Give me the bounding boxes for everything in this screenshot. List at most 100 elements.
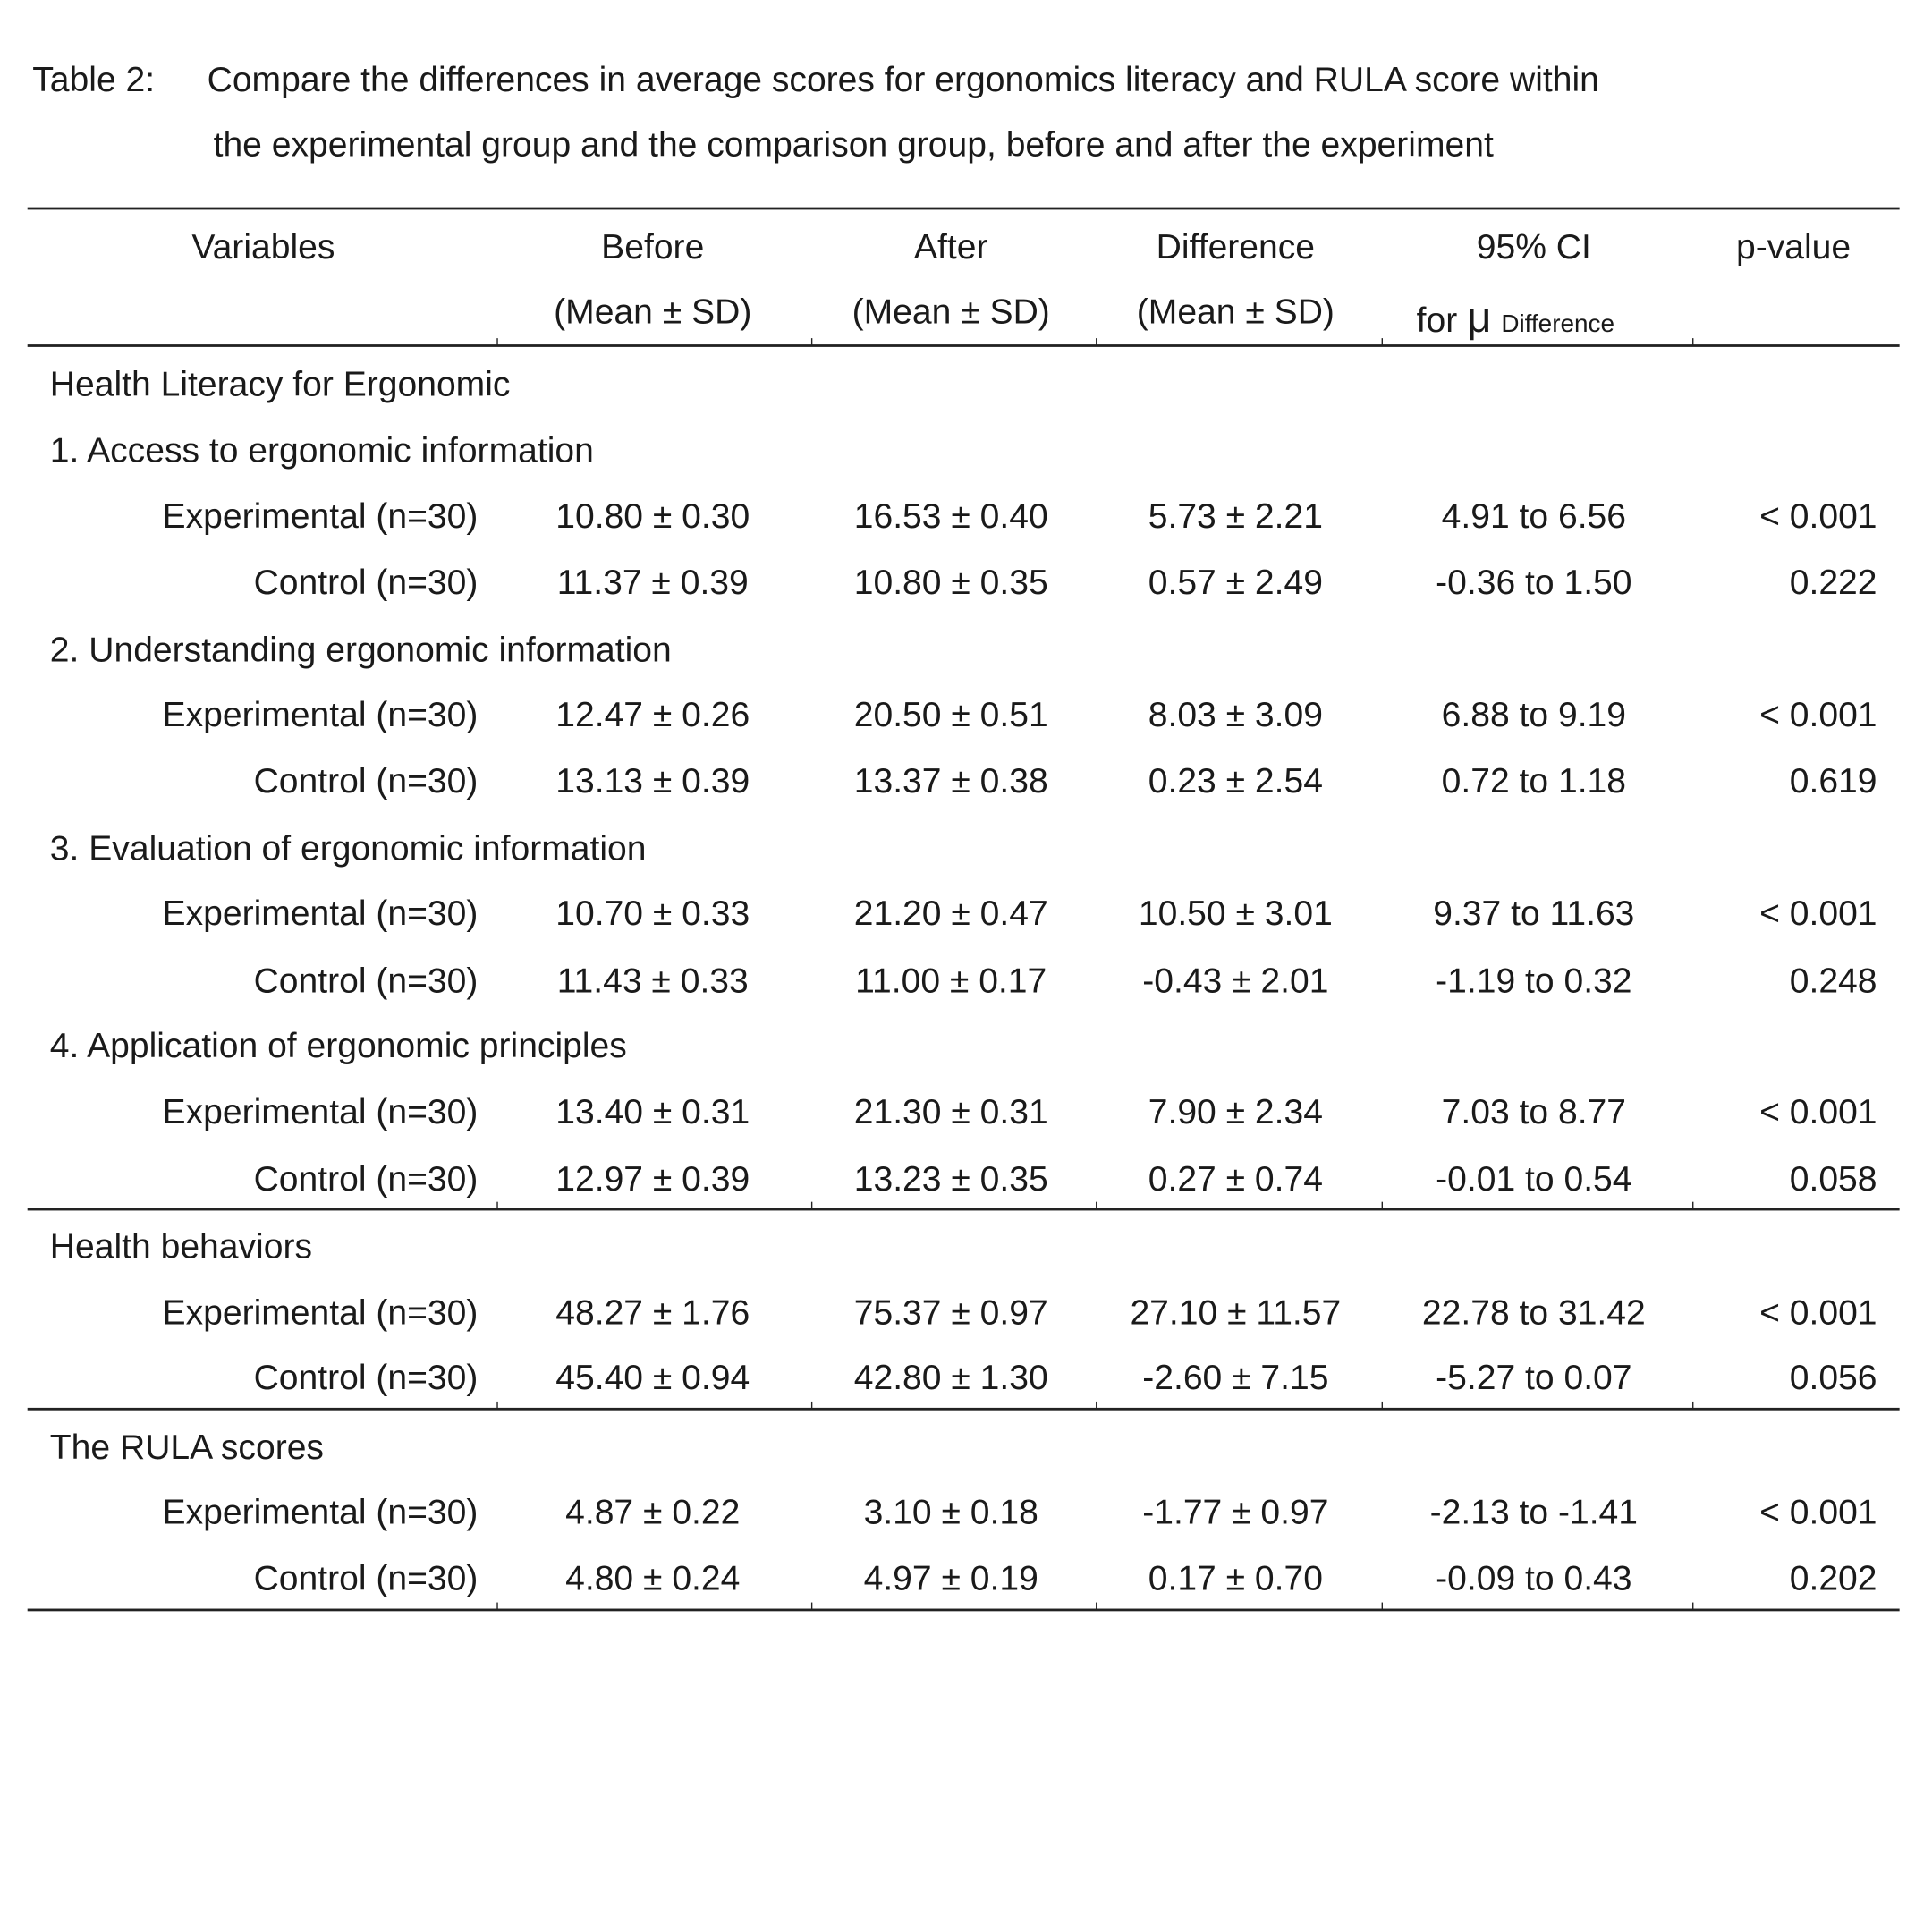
cell-pvalue: 0.058 xyxy=(1789,1159,1877,1199)
cell-difference: 27.10 ± 11.57 xyxy=(1130,1292,1342,1332)
cell-ci: -0.36 to 1.50 xyxy=(1436,563,1632,602)
column-separator-tick xyxy=(810,1201,813,1210)
cell-ci: 7.03 to 8.77 xyxy=(1441,1091,1627,1131)
column-separator-tick xyxy=(496,1201,498,1210)
column-separator-tick xyxy=(1381,1201,1383,1210)
row-label: Control (n=30) xyxy=(253,761,479,801)
row-label: Control (n=30) xyxy=(253,1159,479,1199)
cell-ci: -5.27 to 0.07 xyxy=(1436,1358,1632,1397)
cell-difference: 8.03 ± 3.09 xyxy=(1148,695,1323,734)
section-label: 2. Understanding ergonomic information xyxy=(49,630,672,669)
section-rule xyxy=(27,1407,1900,1411)
cell-difference: 0.17 ± 0.70 xyxy=(1148,1558,1323,1597)
cell-after: 13.37 ± 0.38 xyxy=(853,761,1048,801)
cell-before: 10.70 ± 0.33 xyxy=(555,894,750,933)
column-separator-tick xyxy=(1096,1602,1097,1610)
cell-before: 11.43 ± 0.33 xyxy=(556,961,749,1000)
row-label: Control (n=30) xyxy=(253,961,479,1000)
cell-pvalue: 0.248 xyxy=(1789,961,1877,1000)
cell-pvalue: 0.222 xyxy=(1789,563,1877,602)
cell-before: 4.87 ± 0.22 xyxy=(565,1492,741,1532)
cell-after: 11.00 ± 0.17 xyxy=(855,961,1047,1000)
cell-difference: 10.50 ± 3.01 xyxy=(1138,894,1333,933)
row-label: Experimental (n=30) xyxy=(162,1492,479,1532)
header-after: After xyxy=(913,226,988,267)
section-label: 1. Access to ergonomic information xyxy=(49,430,594,470)
cell-difference: 0.27 ± 0.74 xyxy=(1148,1159,1323,1199)
table-caption-line1: Compare the differences in average score… xyxy=(207,59,1599,99)
section-rule xyxy=(27,1608,1900,1612)
cell-after: 16.53 ± 0.40 xyxy=(853,496,1048,536)
section-label: Health Literacy for Ergonomic xyxy=(49,364,511,403)
column-separator-tick xyxy=(1381,1602,1383,1610)
section-label: 3. Evaluation of ergonomic information xyxy=(49,828,647,868)
cell-before: 13.40 ± 0.31 xyxy=(555,1091,750,1131)
row-label: Experimental (n=30) xyxy=(162,1091,479,1131)
header-ci-sub: for μ Difference xyxy=(1417,297,1614,339)
cell-ci: -1.19 to 0.32 xyxy=(1436,961,1632,1000)
cell-pvalue: < 0.001 xyxy=(1759,695,1877,734)
cell-before: 10.80 ± 0.30 xyxy=(555,496,750,536)
cell-before: 13.13 ± 0.39 xyxy=(555,761,750,801)
header-difference: Difference xyxy=(1156,226,1316,267)
cell-ci: -0.01 to 0.54 xyxy=(1436,1159,1632,1199)
column-separator-tick xyxy=(1381,338,1383,346)
cell-pvalue: < 0.001 xyxy=(1759,1492,1877,1532)
cell-difference: -0.43 ± 2.01 xyxy=(1142,961,1329,1000)
cell-pvalue: < 0.001 xyxy=(1759,496,1877,536)
row-label: Control (n=30) xyxy=(253,1358,479,1397)
column-separator-tick xyxy=(810,338,813,346)
column-separator-tick xyxy=(1096,1401,1097,1410)
cell-difference: -2.60 ± 7.15 xyxy=(1142,1358,1329,1397)
cell-pvalue: 0.202 xyxy=(1789,1558,1877,1597)
section-rule xyxy=(27,1208,1900,1211)
cell-before: 12.47 ± 0.26 xyxy=(555,695,750,734)
cell-after: 13.23 ± 0.35 xyxy=(853,1159,1048,1199)
cell-difference: 0.23 ± 2.54 xyxy=(1148,761,1323,801)
column-separator-tick xyxy=(1381,1401,1383,1410)
cell-after: 21.20 ± 0.47 xyxy=(853,894,1048,933)
cell-ci: 4.91 to 6.56 xyxy=(1441,496,1627,536)
header-ci: 95% CI xyxy=(1476,226,1591,267)
column-separator-tick xyxy=(1692,1401,1694,1410)
header-rule xyxy=(27,344,1900,347)
column-separator-tick xyxy=(496,1602,498,1610)
cell-after: 42.80 ± 1.30 xyxy=(853,1358,1048,1397)
header-before: Before xyxy=(601,226,705,267)
column-separator-tick xyxy=(1096,338,1097,346)
section-label: Health behaviors xyxy=(49,1226,312,1266)
header-difference-sub: (Mean ± SD) xyxy=(1136,292,1335,331)
cell-pvalue: < 0.001 xyxy=(1759,1091,1877,1131)
cell-before: 4.80 ± 0.24 xyxy=(565,1558,741,1597)
cell-ci: 22.78 to 31.42 xyxy=(1421,1292,1646,1332)
section-label: The RULA scores xyxy=(49,1428,324,1467)
cell-before: 11.37 ± 0.39 xyxy=(556,563,749,602)
cell-after: 75.37 ± 0.97 xyxy=(853,1292,1048,1332)
column-separator-tick xyxy=(810,1602,813,1610)
header-before-sub: (Mean ± SD) xyxy=(554,292,752,331)
cell-after: 4.97 ± 0.19 xyxy=(863,1558,1038,1597)
row-label: Control (n=30) xyxy=(253,563,479,602)
cell-ci: 6.88 to 9.19 xyxy=(1441,695,1627,734)
table-caption-label: Table 2: xyxy=(32,59,156,99)
cell-ci: 9.37 to 11.63 xyxy=(1433,894,1635,933)
column-separator-tick xyxy=(1096,1201,1097,1210)
cell-difference: 5.73 ± 2.21 xyxy=(1148,496,1323,536)
header-ci-subscript: Difference xyxy=(1501,310,1615,339)
cell-ci: -0.09 to 0.43 xyxy=(1436,1558,1632,1597)
cell-ci: 0.72 to 1.18 xyxy=(1441,761,1627,801)
cell-difference: 0.57 ± 2.49 xyxy=(1148,563,1323,602)
cell-after: 21.30 ± 0.31 xyxy=(853,1091,1048,1131)
row-label: Experimental (n=30) xyxy=(162,894,479,933)
header-variables: Variables xyxy=(191,226,335,267)
cell-pvalue: < 0.001 xyxy=(1759,1292,1877,1332)
column-separator-tick xyxy=(1692,1602,1694,1610)
row-label: Experimental (n=30) xyxy=(162,695,479,734)
cell-pvalue: < 0.001 xyxy=(1759,894,1877,933)
header-after-sub: (Mean ± SD) xyxy=(852,292,1050,331)
mu-symbol: μ xyxy=(1467,294,1492,343)
column-separator-tick xyxy=(810,1401,813,1410)
cell-after: 20.50 ± 0.51 xyxy=(853,695,1048,734)
section-label: 4. Application of ergonomic principles xyxy=(49,1025,627,1065)
